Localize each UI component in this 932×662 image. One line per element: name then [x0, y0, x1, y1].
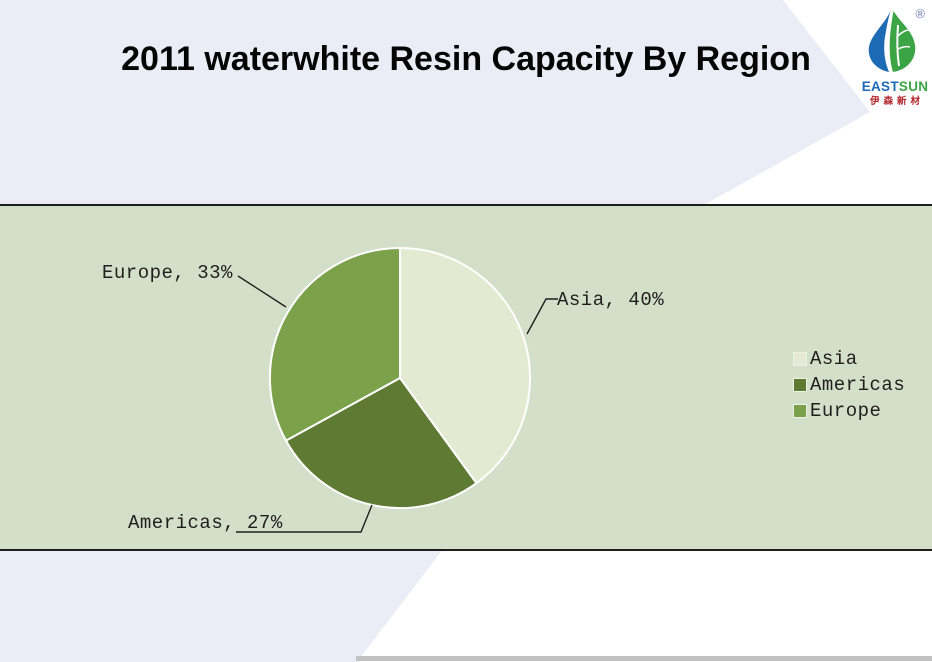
data-label-americas: Americas, 27%	[128, 512, 283, 534]
data-label-europe: Europe, 33%	[102, 262, 233, 284]
eastsun-logo: ® EASTSUN 伊森新材	[862, 6, 929, 107]
slide-title: 2011 waterwhite Resin Capacity By Region	[121, 40, 811, 78]
legend-swatch-asia	[793, 352, 807, 366]
registered-trademark-icon: ®	[915, 6, 925, 21]
logo-wordmark-sun: SUN	[899, 79, 928, 94]
legend-item-asia: Asia	[793, 346, 905, 372]
legend-item-europe: Europe	[793, 398, 905, 424]
pie-chart	[236, 247, 558, 533]
leader-line-asia	[526, 298, 558, 335]
data-label-asia: Asia, 40%	[557, 289, 665, 311]
logo-chinese-name: 伊森新材	[869, 95, 924, 107]
legend-swatch-americas	[793, 378, 807, 392]
bottom-edge-line	[356, 656, 932, 661]
logo-wordmark-east: EAST	[862, 79, 900, 94]
chart-legend: Asia Americas Europe	[793, 346, 905, 424]
legend-label-asia: Asia	[810, 348, 858, 370]
logo-wordmark: EASTSUN	[862, 79, 929, 94]
water-drop-leaf-icon	[868, 9, 916, 72]
legend-item-americas: Americas	[793, 372, 905, 398]
chart-panel: Asia, 40% Americas, 27% Europe, 33% Asia…	[0, 204, 932, 551]
legend-label-europe: Europe	[810, 400, 882, 422]
leader-line-europe	[237, 275, 287, 308]
legend-swatch-europe	[793, 404, 807, 418]
pie-slice-europe	[268, 247, 401, 442]
pie-slice-asia	[399, 247, 532, 485]
leader-line-americas	[236, 504, 373, 533]
legend-label-americas: Americas	[810, 374, 906, 396]
